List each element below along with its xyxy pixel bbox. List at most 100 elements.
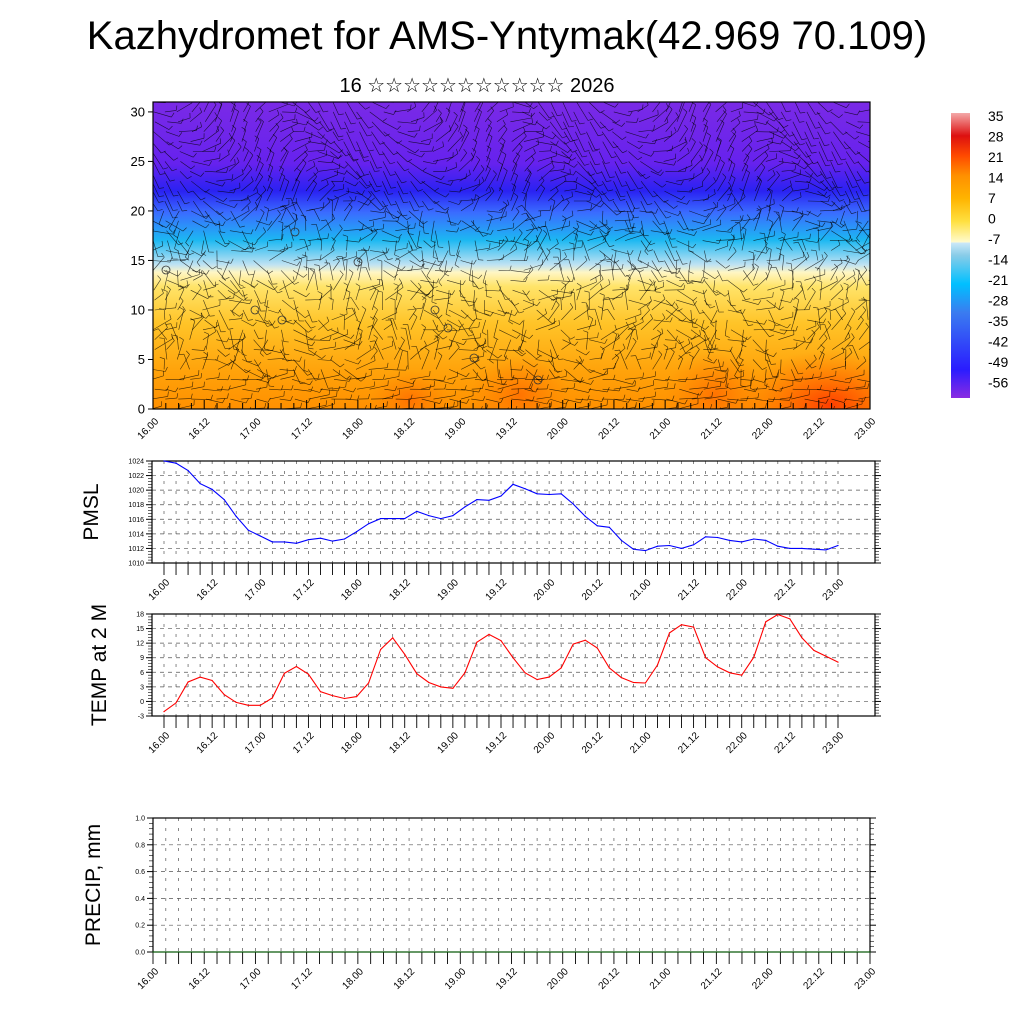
wind-barb-flag xyxy=(838,240,841,245)
wind-barb-flag xyxy=(607,225,611,231)
wind-barb xyxy=(164,110,177,113)
wind-barb xyxy=(438,270,449,283)
wind-barb xyxy=(831,313,847,330)
wind-barb xyxy=(165,181,174,197)
pmsl-point xyxy=(187,469,189,472)
wind-barb xyxy=(764,233,767,251)
wind-barb xyxy=(741,165,749,182)
wind-barb xyxy=(433,379,453,385)
wind-barb-flag xyxy=(573,383,576,389)
wind-barb-flag xyxy=(518,350,523,355)
wind-barb xyxy=(690,102,691,103)
wind-barb-flag xyxy=(693,297,698,301)
wind-barb xyxy=(231,102,236,113)
wind-barb-flag xyxy=(206,269,210,275)
wind-barb xyxy=(769,150,791,152)
wind-barb xyxy=(638,114,659,123)
wind-barb xyxy=(229,105,236,122)
wind-barb-flag xyxy=(438,281,443,287)
wind-barb-flag xyxy=(587,118,593,121)
wind-barb xyxy=(345,272,354,291)
wind-barb-flag xyxy=(612,331,617,335)
wind-barb-flag xyxy=(767,262,772,266)
wind-barb-flag xyxy=(395,257,401,261)
wind-barb-flag xyxy=(558,319,560,326)
wind-barb xyxy=(817,338,828,350)
wind-barb-flag xyxy=(636,117,639,123)
wind-barb xyxy=(804,359,812,369)
wind-barb xyxy=(330,192,349,202)
wind-barb xyxy=(166,141,179,150)
wind-barb-flag xyxy=(811,329,816,334)
wind-barb xyxy=(535,229,543,241)
wind-barb-flag xyxy=(393,152,399,155)
wind-barb xyxy=(619,349,628,370)
wind-barb xyxy=(510,299,520,314)
y-axis-label: PRECIP, mm xyxy=(82,824,105,946)
wind-barb xyxy=(383,270,395,278)
wind-barb-flag xyxy=(355,150,361,152)
wind-barb xyxy=(614,151,623,165)
wind-barb xyxy=(563,131,571,142)
x-tick-label: 21.00 xyxy=(648,966,674,992)
wind-barb-flag xyxy=(327,197,331,203)
wind-barb-flag xyxy=(231,102,236,106)
wind-barb-flag xyxy=(759,232,765,234)
wind-barb-flag xyxy=(280,113,284,118)
wind-barb-flag xyxy=(823,251,828,256)
wind-barb-flag xyxy=(458,220,462,225)
wind-barb xyxy=(267,349,282,354)
y-tick-label: -3 xyxy=(138,714,144,721)
wind-barb-flag xyxy=(250,91,253,95)
wind-barb-flag xyxy=(646,102,649,106)
wind-barb-flag xyxy=(404,168,410,172)
wind-barb-flag xyxy=(385,247,388,253)
wind-barb xyxy=(293,329,313,340)
wind-barb-flag xyxy=(489,243,491,249)
wind-barb-flag xyxy=(571,288,575,294)
wind-barb-flag xyxy=(669,228,673,234)
wind-barb xyxy=(293,289,307,298)
wind-barb-flag xyxy=(438,314,443,319)
wind-barb xyxy=(486,136,493,152)
wind-barb-flag xyxy=(543,229,548,234)
wind-barb xyxy=(243,102,250,113)
wind-barb xyxy=(474,230,491,235)
temp-point xyxy=(404,653,406,655)
wind-barb xyxy=(817,102,829,113)
wind-barb-flag xyxy=(554,375,560,379)
wind-barb xyxy=(526,212,539,231)
precip-point xyxy=(856,951,858,953)
wind-barb xyxy=(306,206,324,212)
wind-barb xyxy=(318,403,335,409)
wind-barb xyxy=(281,219,298,231)
wind-barb xyxy=(154,327,168,340)
wind-barb-flag xyxy=(209,315,215,317)
wind-barb xyxy=(282,119,295,123)
wind-barb xyxy=(370,232,378,241)
wind-barb xyxy=(804,398,827,404)
wind-barb xyxy=(396,161,405,172)
wind-barb xyxy=(855,102,857,103)
wind-barb xyxy=(546,226,551,241)
wind-barb-flag xyxy=(278,96,279,101)
wind-barb-flag xyxy=(712,201,717,207)
wind-barb-flag xyxy=(172,334,178,337)
pmsl-point xyxy=(717,536,719,539)
wind-barb xyxy=(190,289,208,299)
wind-barb xyxy=(600,329,617,340)
wind-barb-flag xyxy=(565,399,569,405)
wind-barb-flag xyxy=(854,135,859,140)
wind-barb-flag xyxy=(487,346,493,349)
wind-barb-flag xyxy=(579,122,585,125)
wind-barb xyxy=(857,270,867,286)
wind-barb xyxy=(435,355,443,370)
wind-barb-flag xyxy=(159,173,165,175)
wind-barb-flag xyxy=(412,379,416,384)
wind-barb-flag xyxy=(455,162,457,168)
wind-barb xyxy=(445,110,451,122)
wind-barb-flag xyxy=(563,164,565,170)
wind-barb-flag xyxy=(367,325,373,328)
pmsl-point xyxy=(620,539,623,542)
x-tick-label: 18.00 xyxy=(339,730,365,756)
